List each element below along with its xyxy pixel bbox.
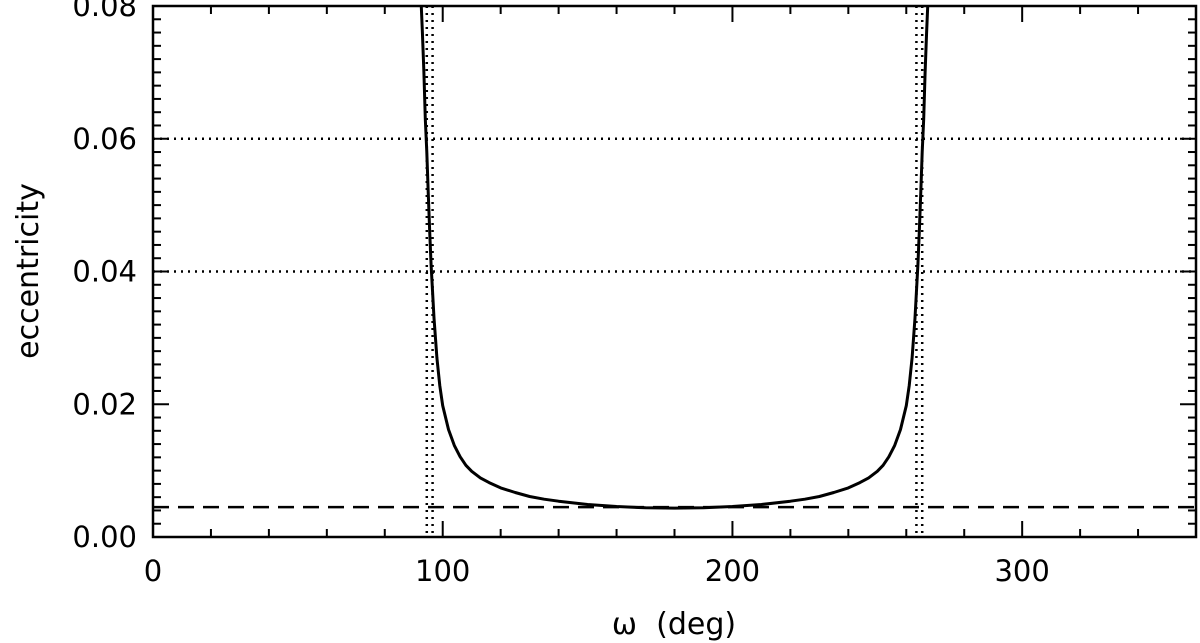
- y-tick-label: 0.08: [72, 0, 137, 23]
- x-tick-label: 300: [994, 554, 1049, 588]
- plot-frame: [151, 4, 1198, 539]
- tick-labels: 0 100 200 300 0.00 0.02 0.04 0.06 0.08: [72, 0, 1049, 588]
- data-series: [419, 6, 930, 510]
- y-tick-label: 0.06: [72, 122, 137, 156]
- x-axis-label: ω (deg): [612, 607, 736, 642]
- y-tick-label: 0.04: [72, 255, 137, 289]
- y-axis-label: eccentricity: [11, 183, 46, 359]
- series-line-0: [419, 6, 930, 510]
- x-tick-label: 100: [415, 554, 470, 588]
- axis-ticks: [152, 5, 1197, 538]
- reference-lines: [153, 6, 1196, 537]
- y-tick-label: 0.02: [72, 387, 137, 421]
- x-tick-label: 200: [705, 554, 760, 588]
- x-tick-label: 0: [144, 554, 162, 588]
- y-tick-label: 0.00: [72, 520, 137, 554]
